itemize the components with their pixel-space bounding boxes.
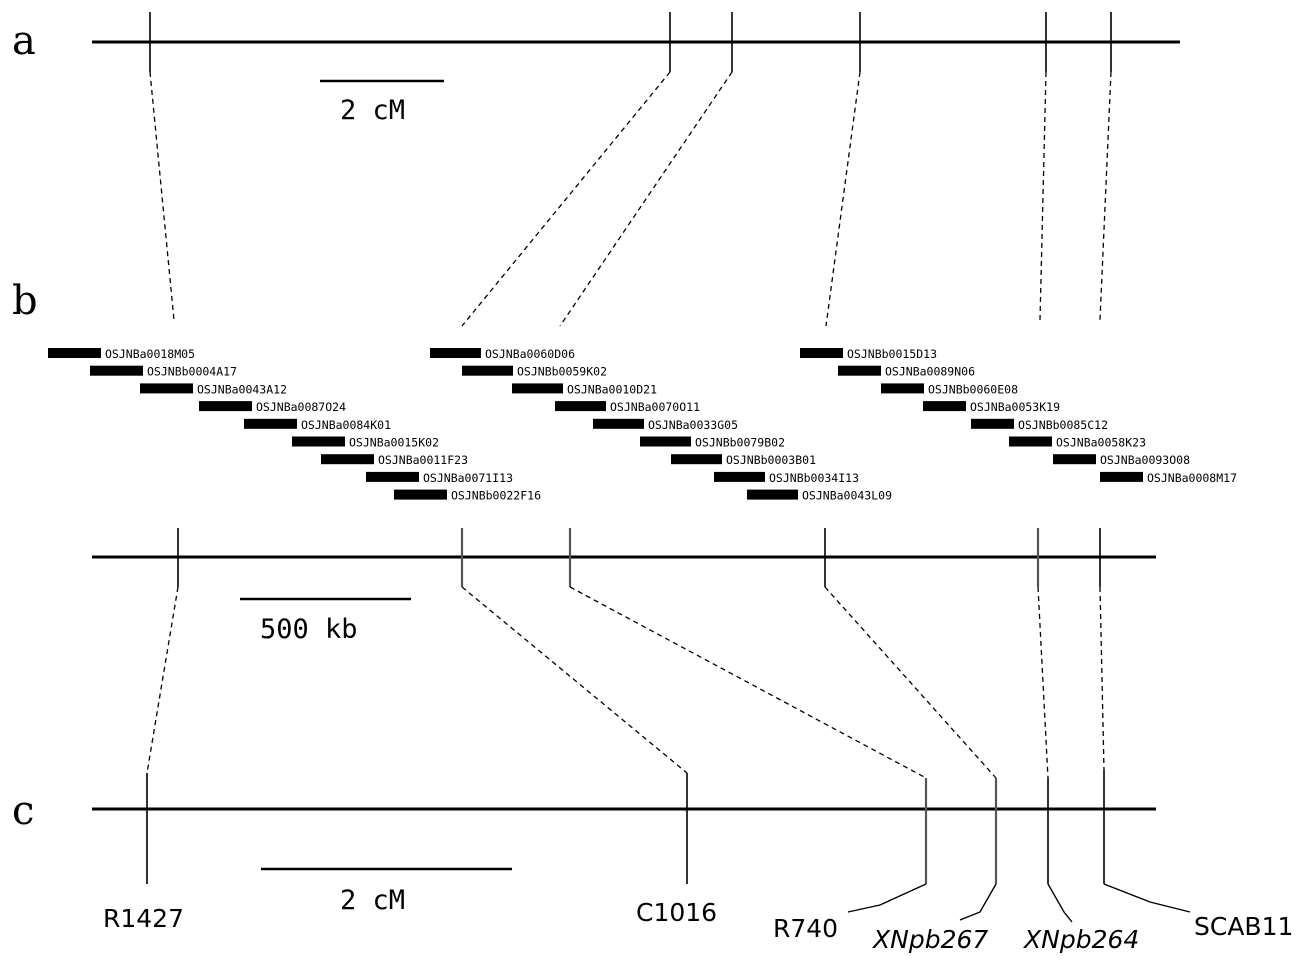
marker-label-XNpb267: XNpb267 [871, 925, 988, 954]
clone-label: OSJNBb0034I13 [769, 471, 859, 485]
clone-bar [430, 348, 481, 358]
connector-a-b-2 [461, 71, 671, 327]
panel-b-contigs: OSJNBa0018M05 OSJNBb0004A17 OSJNBa0043A12 O… [48, 347, 1237, 503]
clone-bar [394, 489, 447, 500]
clone-label: OSJNBa0043A12 [197, 382, 287, 396]
clone-bar [881, 383, 924, 394]
clone-label: OSJNBb0059K02 [517, 365, 607, 379]
clone-label: OSJNBa0060D06 [485, 347, 575, 361]
clone-bar [366, 471, 419, 482]
clone-label: OSJNBb0004A17 [147, 365, 237, 379]
clone-bar [593, 418, 644, 429]
clone-label: OSJNBb0085C12 [1018, 418, 1108, 432]
clone-label: OSJNBb0003B01 [726, 453, 816, 467]
connector-a-b-3 [559, 71, 733, 327]
clone-label: OSJNBa0070O11 [610, 400, 700, 414]
clone-bar [48, 348, 101, 358]
clone-bar [292, 436, 345, 447]
clone-bar [640, 436, 691, 447]
clone-label: OSJNBb0015D13 [847, 347, 937, 361]
panel-letter-c: c [12, 788, 34, 834]
clone-bar [140, 383, 193, 394]
panel-b-physical-map: 500 kb [92, 528, 1156, 645]
clone-label: OSJNBa0089N06 [885, 365, 975, 379]
clone-label: OSJNBa0018M05 [105, 347, 195, 361]
connector-a-b-4 [825, 71, 861, 327]
clone-bar [671, 454, 722, 465]
connector-b-c-2 [461, 586, 688, 774]
clone-bar [321, 454, 374, 465]
clone-bar [1053, 454, 1096, 465]
connector-a-b-6 [1099, 71, 1112, 321]
clone-label: OSJNBa0084K01 [301, 418, 391, 432]
clone-label: OSJNBa0011F23 [378, 453, 468, 467]
panel-b-scale-label: 500 kb [260, 614, 358, 645]
contig-1: OSJNBa0018M05 OSJNBb0004A17 OSJNBa0043A12 O… [48, 347, 541, 503]
contig-2: OSJNBa0060D06 OSJNBb0059K02 OSJNBa0010D21 O… [430, 347, 892, 503]
clone-bar [462, 365, 513, 376]
connectors-a-to-b [149, 71, 1112, 327]
clone-label: OSJNBa0033G05 [648, 418, 738, 432]
clone-label: OSJNBa0008M17 [1147, 471, 1237, 485]
clone-bar [90, 365, 143, 376]
clone-label: OSJNBa0093O08 [1100, 453, 1190, 467]
connector-b-c-4 [824, 586, 997, 779]
clone-label: OSJNBa0058K23 [1056, 436, 1146, 450]
connector-b-c-6 [1099, 586, 1105, 771]
clone-label: OSJNBb0060E08 [928, 382, 1018, 396]
clone-label: OSJNBa0015K02 [349, 436, 439, 450]
clone-label: OSJNBa0087O24 [256, 400, 346, 414]
clone-bar [923, 401, 966, 412]
clone-bar [199, 401, 252, 412]
clone-bar [1009, 436, 1052, 447]
connector-b-c-3 [569, 586, 927, 779]
connectors-b-to-c [146, 586, 1105, 779]
connector-a-b-1 [149, 71, 175, 321]
clone-label: OSJNBa0053K19 [970, 400, 1060, 414]
clone-label: OSJNBb0079B02 [695, 436, 785, 450]
panel-c-genetic-map: 2 cM R1427 C1016 R740 XNpb267 XNpb264 SC… [92, 770, 1293, 954]
panel-c-scale-label: 2 cM [340, 885, 405, 916]
clone-bar [1100, 471, 1143, 482]
clone-label: OSJNBa0043L09 [802, 489, 892, 503]
panel-a-scale-label: 2 cM [340, 95, 405, 126]
clone-bar [747, 489, 798, 500]
leader-XNpb264 [1047, 883, 1073, 923]
marker-label-SCAB11: SCAB11 [1194, 912, 1293, 941]
clone-bar [244, 418, 297, 429]
leader-XNpb267 [959, 883, 997, 921]
marker-label-XNpb264: XNpb264 [1022, 925, 1139, 954]
clone-bar [555, 401, 606, 412]
panel-letter-b: b [12, 278, 38, 324]
connector-b-c-5 [1037, 586, 1049, 779]
clone-bar [714, 471, 765, 482]
clone-bar [800, 348, 843, 358]
clone-label: OSJNBa0071I13 [423, 471, 513, 485]
contig-3: OSJNBb0015D13 OSJNBa0089N06 OSJNBb0060E08 O… [800, 347, 1237, 485]
leader-R740 [847, 883, 927, 913]
panel-a-genetic-map: 2 cM [92, 12, 1180, 126]
clone-bar [971, 418, 1014, 429]
marker-label-R740: R740 [773, 914, 838, 943]
marker-label-R1427: R1427 [103, 904, 184, 933]
clone-bar [512, 383, 563, 394]
connector-b-c-1 [146, 586, 179, 774]
clone-label: OSJNBb0022F16 [451, 489, 541, 503]
leader-SCAB11 [1103, 883, 1191, 913]
clone-bar [838, 365, 881, 376]
clone-label: OSJNBa0010D21 [567, 382, 657, 396]
marker-label-C1016: C1016 [636, 898, 717, 927]
connector-a-b-5 [1039, 71, 1047, 321]
panel-letter-a: a [12, 18, 36, 64]
